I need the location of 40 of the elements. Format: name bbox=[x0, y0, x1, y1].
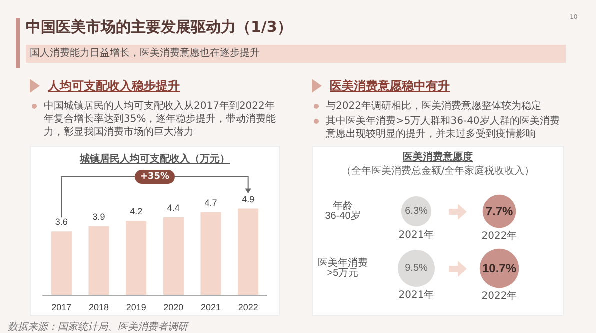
data-label: 4.4 bbox=[167, 203, 180, 214]
text: 医美消费意愿稳中有升 bbox=[330, 78, 450, 95]
data-label: 3.9 bbox=[92, 212, 106, 222]
x-tick-label: 2017 bbox=[52, 302, 72, 312]
bar bbox=[88, 226, 110, 295]
text: 医美消费意愿度 bbox=[402, 150, 474, 164]
text: 与2022年调研相比，医美消费意愿整体较为稳定 bbox=[325, 100, 542, 113]
data-label: 4.9 bbox=[242, 194, 255, 204]
text: 中国医美市场的主要发展驱动力（1/3） bbox=[26, 18, 292, 37]
bar bbox=[51, 232, 72, 295]
bar bbox=[200, 212, 222, 295]
data-label: 7.7% bbox=[486, 204, 514, 218]
text: 人均可支配收入稳步提升 bbox=[48, 78, 180, 95]
data-label: 3.6 bbox=[55, 217, 68, 228]
text: 中国城镇居民的人均可支配收入从2017年到2022年年复合增长率达到35%，逐年稳步提升，带动消费能力，彰显我国消费市场的巨大潜力 bbox=[43, 100, 278, 139]
data-label: 10.7% bbox=[482, 262, 517, 276]
x-tick-label: 2018 bbox=[88, 302, 110, 312]
text: 2021年 bbox=[398, 290, 434, 301]
bar bbox=[163, 218, 184, 295]
category-label: 医美年消费 >5万元 bbox=[318, 257, 368, 279]
text: +35% bbox=[135, 170, 175, 184]
chart-title: 城镇居民人均可支配收入（万元） bbox=[78, 152, 231, 166]
x-tick-label: 2021 bbox=[200, 302, 222, 312]
text: （全年医美消费总金额/全年家庭税收收入） bbox=[340, 164, 536, 178]
data-label: 9.5% bbox=[405, 263, 428, 274]
data-label: 6.3% bbox=[405, 206, 428, 217]
text: 其中医美年消费>5万人群和36-40岁人群的医美消费意愿出现较明显的提升，并未过多受到疫情影响 bbox=[325, 115, 561, 141]
bar bbox=[238, 208, 259, 295]
x-tick-label: 2022 bbox=[238, 302, 258, 312]
series-label: 2021年 bbox=[398, 228, 436, 242]
text: 2022年 bbox=[482, 291, 518, 302]
bar bbox=[126, 221, 147, 295]
text: 国人消费能力日益增长，医美消费意愿也在逐步提升 bbox=[26, 45, 566, 63]
data-label: 4.2 bbox=[130, 206, 143, 217]
data-label: 4.7 bbox=[204, 198, 218, 208]
category-label: 年龄 36-40岁 bbox=[325, 200, 361, 222]
source-note: 数据来源：国家统计局、医美消费者调研 bbox=[8, 320, 188, 333]
series-label: 2022年 bbox=[480, 230, 518, 244]
x-tick-label: 2019 bbox=[126, 302, 146, 312]
x-tick-label: 2020 bbox=[164, 302, 184, 312]
